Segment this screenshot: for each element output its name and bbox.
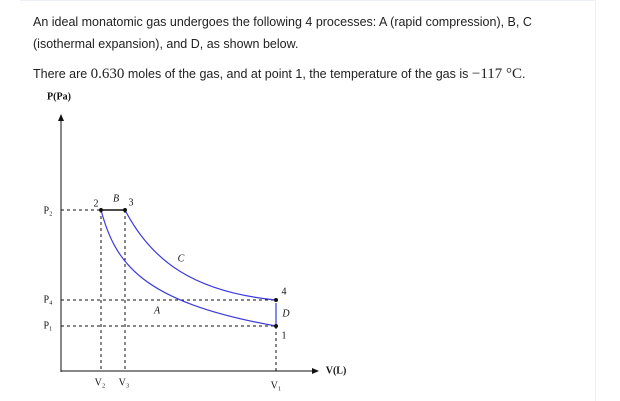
process-label: D [281,308,290,319]
volume-label: V₁ [271,380,282,391]
volume-label: V₂ [95,377,106,388]
text: moles of the gas, and at point 1, the te… [124,67,472,81]
process-a [100,209,277,327]
text: . [522,67,526,81]
paragraph: There are 0.630 moles of the gas, and at… [33,63,553,85]
math: 0.630 [90,66,125,82]
text: There are [33,67,91,81]
process-c [124,209,277,301]
guides [61,209,277,371]
process-label: C [178,253,185,264]
process-label: A [153,305,161,316]
point-label: 4 [282,286,287,297]
points [99,208,278,328]
card [20,0,596,401]
y-axis-label: P(Pa) [47,91,71,102]
math: −117 °C [471,66,523,82]
pressure-label: P₂ [43,205,52,216]
point-label: 1 [282,330,287,341]
volume-label: V₃ [119,377,130,388]
pressure-label: P₁ [43,320,52,331]
process-label: B [113,193,119,204]
point-label: 3 [129,197,134,208]
pressure-label: P₄ [43,294,53,305]
x-axis-label: V(L) [326,365,347,376]
point-label: 2 [94,198,99,209]
paragraph: An ideal monatomic gas undergoes the fol… [33,15,532,51]
